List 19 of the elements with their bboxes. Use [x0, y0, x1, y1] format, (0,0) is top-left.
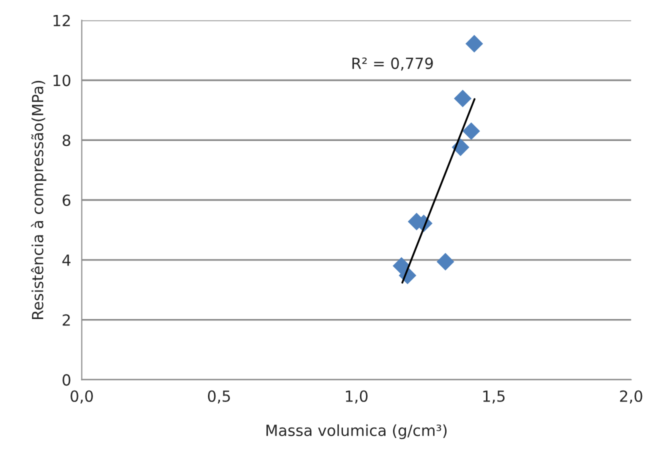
y-axis-title: Resistência à compressão(MPa) — [30, 80, 46, 319]
y-tick-label: 0 — [62, 374, 70, 386]
y-tick-label: 10 — [54, 74, 70, 86]
y-tick-label: 12 — [54, 14, 70, 26]
point — [454, 90, 472, 108]
y-tick-label: 4 — [62, 254, 70, 266]
x-tick-label: 0,0 — [70, 390, 93, 404]
x-tick-label: 0,5 — [208, 390, 230, 404]
point — [465, 34, 484, 52]
x-tick-label: 1,0 — [346, 390, 368, 404]
point — [436, 252, 454, 270]
point — [462, 122, 480, 140]
x-axis-title: Massa volumica (g/cm³) — [266, 424, 447, 440]
x-tick-label: 2,0 — [620, 390, 642, 404]
y-tick-label: 8 — [62, 134, 70, 146]
x-tick-label: 1,5 — [483, 390, 505, 404]
annotation: R² = 0,779 — [352, 58, 433, 71]
y-tick-label: 2 — [62, 314, 70, 326]
y-tick-label: 6 — [62, 194, 70, 206]
